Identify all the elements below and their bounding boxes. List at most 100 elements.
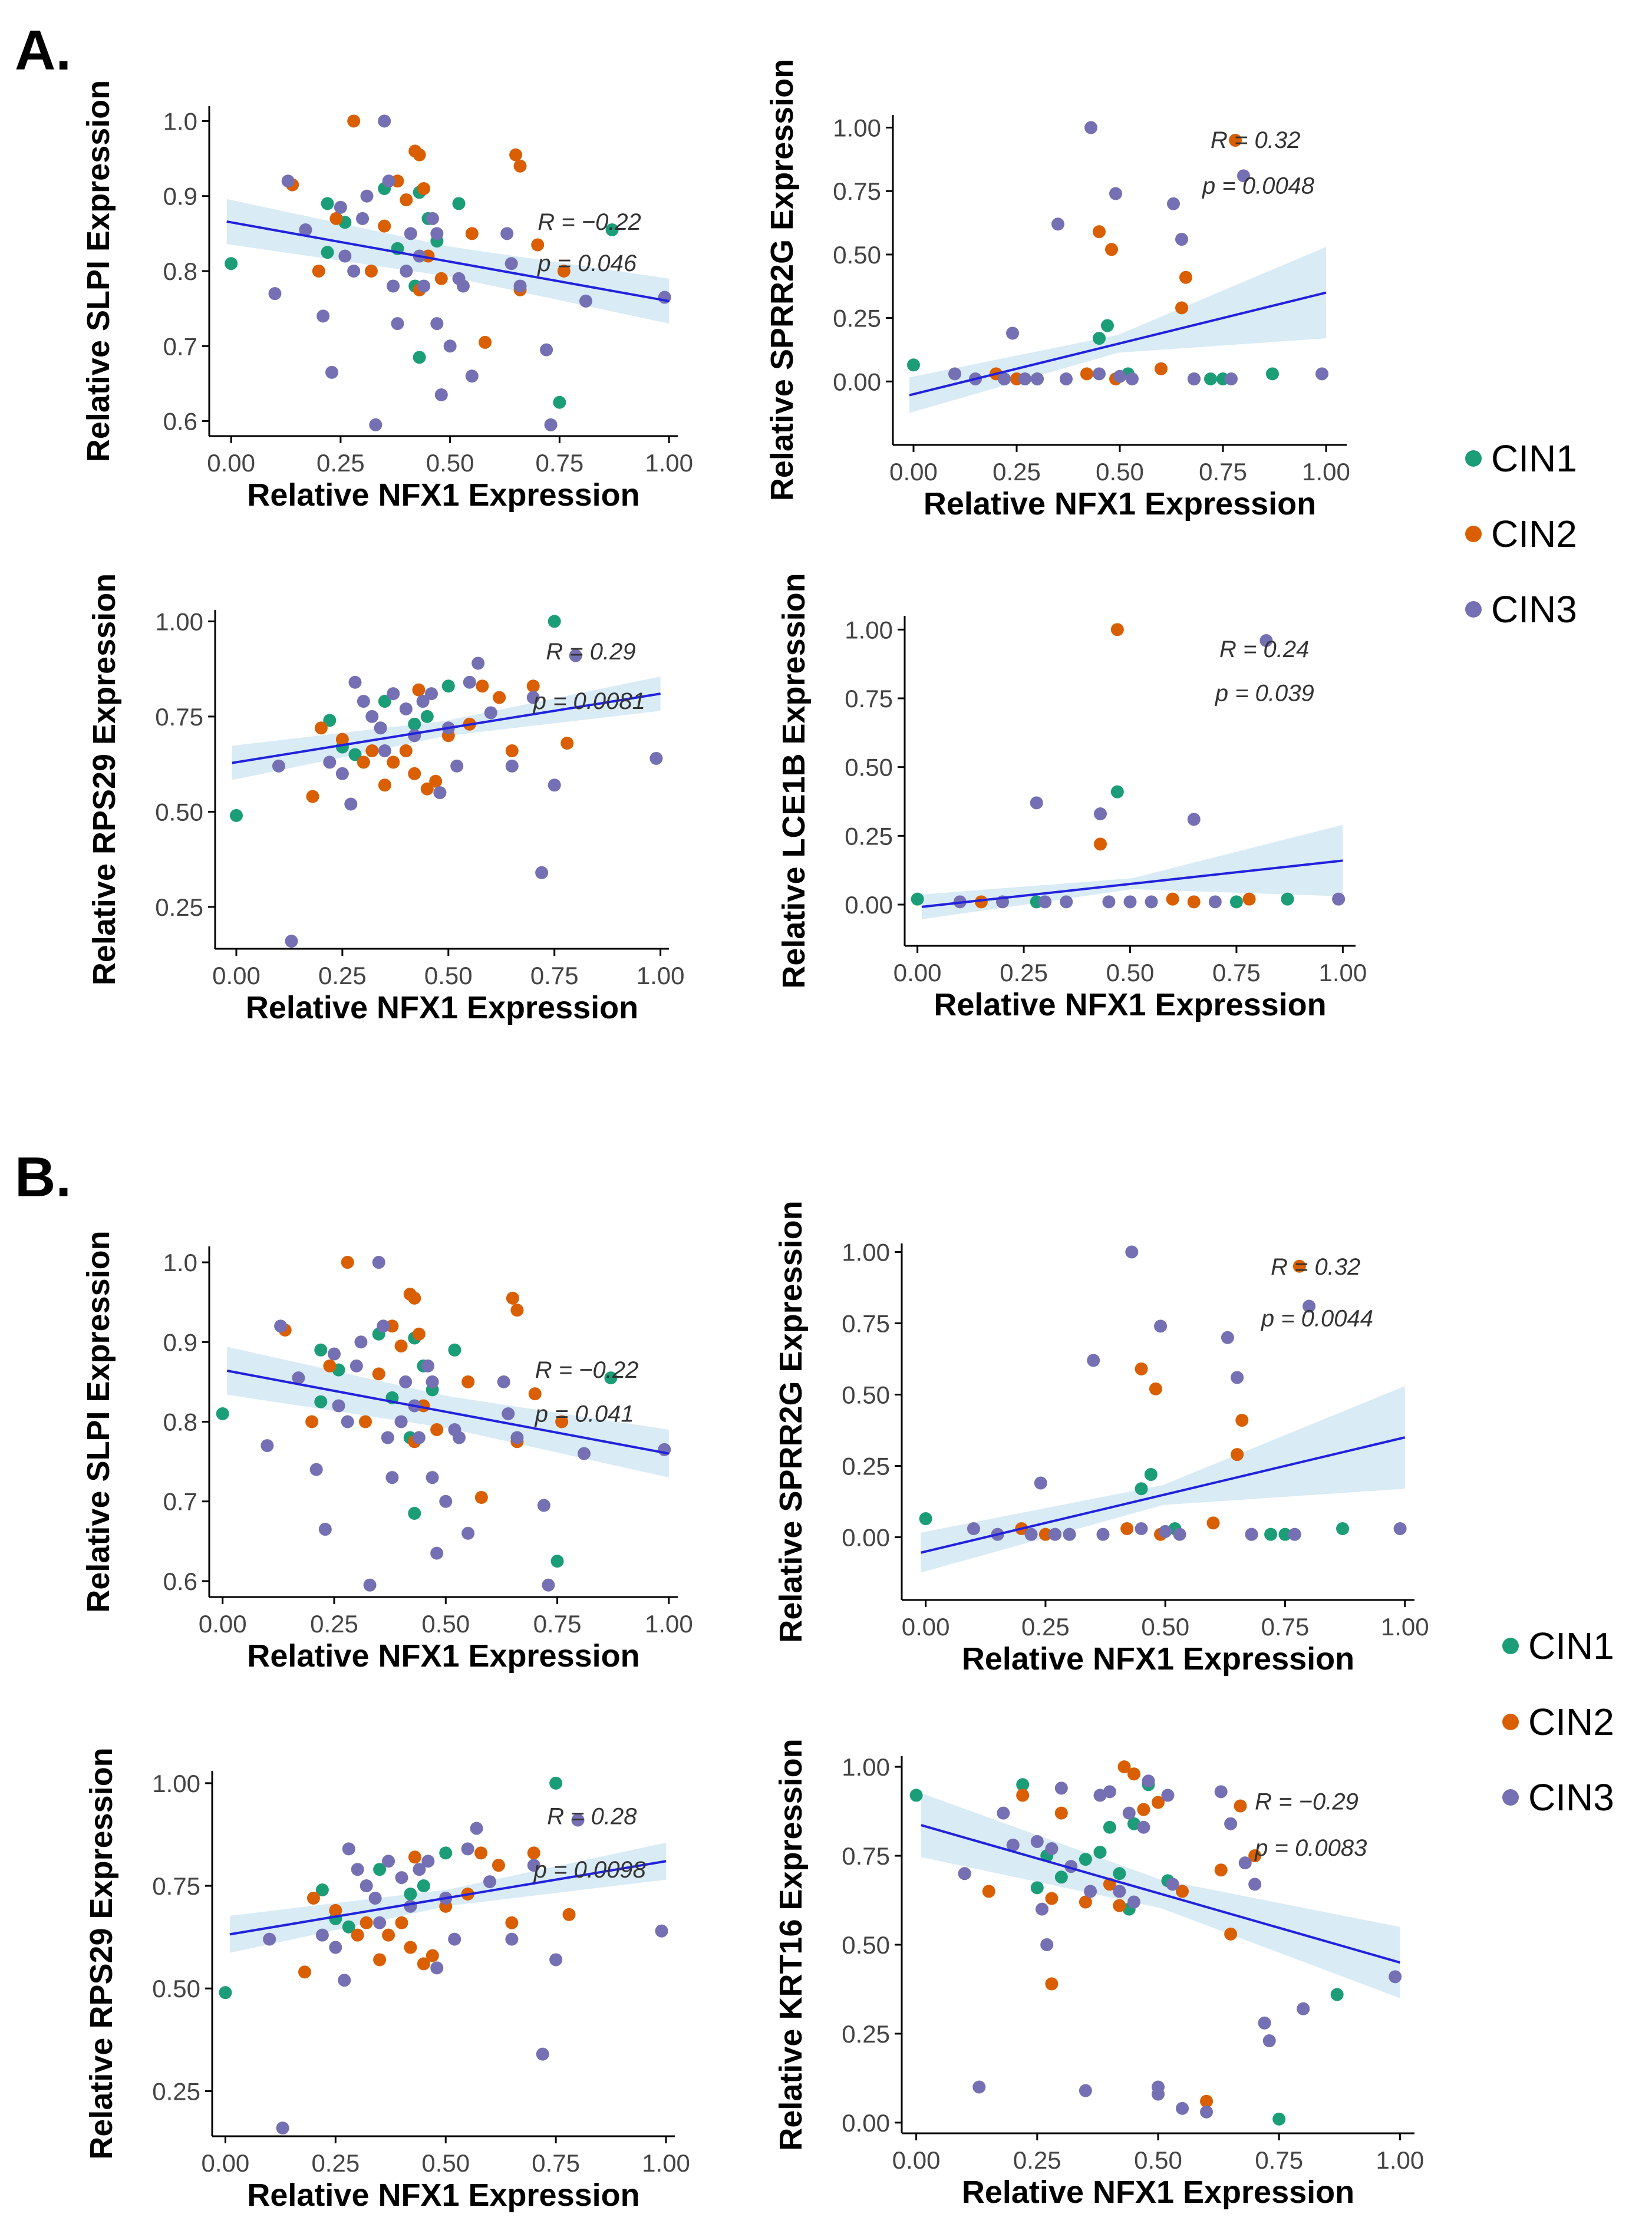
data-point: [465, 369, 479, 383]
data-point: [1288, 1527, 1301, 1541]
data-point: [1024, 1527, 1038, 1541]
x-tick-label: 0.25: [316, 449, 365, 477]
data-point: [1016, 1789, 1030, 1802]
data-point: [1258, 2016, 1271, 2030]
y-tick-label: 1.0: [163, 107, 197, 135]
x-axis-title: Relative NFX1 Expression: [247, 2177, 639, 2213]
data-point: [1060, 372, 1073, 385]
series-cin3: [948, 121, 1328, 385]
series-cin3: [958, 1774, 1402, 2119]
p-value-label: p = 0.041: [535, 1401, 634, 1427]
x-tick-label: 0.50: [424, 962, 473, 989]
data-point: [1038, 1527, 1052, 1541]
legend-label-cin1: CIN1: [1528, 1625, 1614, 1667]
y-axis-title: Relative SPRR2G Expression: [764, 59, 800, 501]
data-point: [505, 759, 519, 773]
data-point: [439, 1494, 453, 1508]
data-point: [363, 1578, 377, 1592]
y-tick-label: 0.7: [163, 332, 197, 360]
data-point: [298, 1965, 311, 1979]
data-point: [1110, 623, 1124, 636]
data-point: [439, 1846, 453, 1860]
data-point: [325, 365, 339, 379]
data-point: [502, 1407, 515, 1420]
data-point: [1238, 1856, 1252, 1870]
y-tick-label: 0.25: [833, 305, 881, 332]
data-point: [1278, 1527, 1292, 1541]
data-point: [1030, 1881, 1044, 1895]
x-axis-title: Relative NFX1 Expression: [962, 1641, 1354, 1677]
data-point: [357, 755, 370, 769]
data-point: [382, 1928, 395, 1942]
regression-line: [921, 1436, 1406, 1554]
data-point: [540, 343, 553, 357]
legend-b: CIN1 CIN2 CIN3: [1502, 1625, 1614, 1819]
data-point: [474, 1490, 488, 1504]
data-point: [483, 1875, 496, 1889]
data-point: [1093, 367, 1106, 381]
data-point: [341, 1256, 354, 1269]
y-tick-label: 0.8: [163, 258, 197, 285]
data-point: [404, 227, 417, 240]
y-tick-label: 0.25: [155, 893, 203, 921]
data-point: [461, 1526, 475, 1540]
data-point: [1030, 1835, 1044, 1848]
series-cin2: [958, 1760, 1262, 2108]
data-point: [285, 935, 298, 948]
y-tick-label: 0.50: [155, 798, 203, 826]
data-point: [1079, 1853, 1092, 1866]
data-point: [1084, 121, 1097, 134]
data-point: [500, 227, 514, 240]
legend-label-cin3: CIN3: [1528, 1776, 1614, 1819]
data-point: [1093, 807, 1107, 820]
data-point: [527, 1859, 540, 1872]
correlation-r-label: R = −0.22: [535, 1357, 639, 1383]
data-point: [948, 367, 961, 381]
p-value-label: p = 0.0098: [533, 1857, 647, 1883]
data-point: [272, 759, 285, 773]
series-cin3: [268, 114, 671, 431]
y-tick-label: 0.50: [152, 1975, 200, 2002]
data-point: [1045, 1892, 1059, 1905]
data-point: [306, 790, 319, 803]
data-point: [1266, 367, 1279, 381]
data-point: [373, 1953, 387, 1967]
x-tick-label: 0.25: [311, 2149, 360, 2177]
data-point: [329, 212, 343, 225]
data-point: [417, 1957, 430, 1971]
x-tick-label: 0.50: [1096, 458, 1144, 486]
data-point: [1123, 895, 1137, 909]
x-tick-label: 0.75: [533, 1610, 582, 1638]
data-point: [1125, 1245, 1139, 1259]
data-point: [548, 778, 561, 792]
data-point: [408, 1850, 421, 1864]
data-point: [1113, 369, 1126, 383]
legend-item-cin3: CIN3: [1502, 1776, 1614, 1819]
data-point: [378, 778, 391, 792]
x-axis-title: Relative NFX1 Expression: [934, 987, 1326, 1022]
data-point: [542, 1578, 555, 1592]
p-value-label: p = 0.0081: [533, 688, 645, 714]
legend-swatch-cin1: [1502, 1638, 1519, 1654]
x-tick-label: 0.50: [421, 1610, 470, 1638]
data-point: [1272, 2112, 1286, 2126]
data-point: [967, 1522, 980, 1535]
data-point: [426, 1949, 439, 1962]
data-point: [263, 1932, 276, 1946]
data-point: [318, 1523, 332, 1536]
data-point: [549, 1776, 563, 1790]
x-axis-title: Relative NFX1 Expression: [247, 477, 639, 513]
data-point: [354, 1335, 368, 1349]
data-point: [413, 351, 426, 364]
series-cin3: [263, 1813, 668, 2135]
data-point: [1040, 1938, 1054, 1951]
data-point: [441, 679, 455, 693]
series-cin2: [278, 1256, 569, 1504]
data-point: [1224, 1927, 1238, 1941]
data-point: [1113, 1885, 1126, 1898]
data-point: [535, 866, 549, 879]
y-tick-label: 0.25: [152, 2077, 200, 2105]
y-tick-label: 0.00: [842, 1524, 890, 1552]
data-point: [347, 265, 361, 278]
p-value-label: p = 0.0044: [1261, 1305, 1373, 1331]
